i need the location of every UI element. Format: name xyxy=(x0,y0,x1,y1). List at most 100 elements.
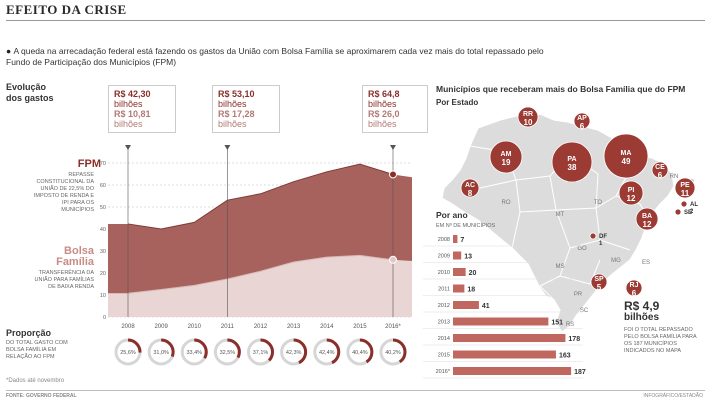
state-circle-ma xyxy=(603,133,649,179)
state-circle-al xyxy=(680,200,688,208)
callout-2011-fpm-unit: bilhões xyxy=(218,99,247,109)
callout-2011-bf-unit: bilhões xyxy=(218,119,247,129)
ytick-label: 40 xyxy=(100,227,106,233)
bar-2009 xyxy=(453,251,462,260)
credit-label: INFOGRÁFICO/ESTADÃO xyxy=(643,393,703,399)
state-count-df: 1 xyxy=(599,241,603,247)
proporcao-value: 37,1% xyxy=(253,350,269,356)
state-circle-am xyxy=(489,140,523,174)
state-name-pr: PR xyxy=(574,292,583,298)
state-count-ma: 49 xyxy=(622,157,631,166)
xtick-label: 2014 xyxy=(320,324,334,330)
proporcao-value: 40,2% xyxy=(385,350,401,356)
ytick-label: 70 xyxy=(100,161,106,167)
bolsa-description: TRANSFERÊNCIA DA UNIÃO PARA FAMÍLIAS DE … xyxy=(34,270,95,290)
state-count-rr: 10 xyxy=(524,118,533,127)
lead-paragraph: ● A queda na arrecadação federal está fa… xyxy=(6,46,544,67)
map-subtitle: Por Estado xyxy=(436,98,479,107)
state-count-rj: 6 xyxy=(632,289,637,298)
bar-category-label: 2011 xyxy=(438,287,450,293)
state-label-rr: RR xyxy=(523,111,533,118)
proporcao-gauge-fill xyxy=(147,338,175,366)
fpm-label: FPM xyxy=(77,158,101,170)
proporcao-gauge-fill xyxy=(213,338,241,366)
proporcao-value: 42,4% xyxy=(319,350,335,356)
state-circle-se xyxy=(674,208,682,216)
state-circle-ap xyxy=(573,112,591,130)
proporcao-value: 32,5% xyxy=(220,350,236,356)
bar-2014 xyxy=(453,334,566,342)
state-count-pe: 11 xyxy=(681,189,690,198)
proporcao-gauge-fill xyxy=(379,338,407,366)
section-title-line1: Evolução xyxy=(6,82,47,92)
bar-value-label: 187 xyxy=(574,369,586,376)
bar-2016* xyxy=(453,367,572,375)
proporcao-value: 25,6% xyxy=(120,350,136,356)
summary-unit: bilhões xyxy=(624,312,660,323)
proporcao-value: 33,4% xyxy=(186,350,202,356)
state-name-go: GO xyxy=(577,246,587,252)
state-name-rn: RN xyxy=(670,174,679,180)
bolsa-end-dot xyxy=(389,255,397,264)
proporcao-gauge-fill xyxy=(114,338,142,366)
state-name-mt: MT xyxy=(556,212,565,218)
callout-2008-fpm-unit: bilhões xyxy=(114,99,143,109)
title-divider xyxy=(6,20,705,21)
bar-value-label: 7 xyxy=(460,237,464,244)
callout-2016-bf-unit: bilhões xyxy=(368,119,397,129)
bar-value-label: 151 xyxy=(551,320,563,327)
state-count-sp: 5 xyxy=(597,283,602,292)
xtick-label: 2016* xyxy=(385,324,401,330)
bar-category-label: 2012 xyxy=(438,303,450,309)
fpm-line xyxy=(127,163,394,230)
proporcao-title: Proporção xyxy=(6,328,52,338)
proporcao-gauge-fill xyxy=(280,338,308,366)
xtick-label: 2008 xyxy=(121,324,135,330)
summary-box: R$ 4,9 bilhões FOI O TOTAL REPASSADO PEL… xyxy=(624,300,698,355)
state-count-pa: 38 xyxy=(568,163,577,172)
bar-category-label: 2008 xyxy=(438,237,450,243)
state-count-al: 2 xyxy=(690,209,694,215)
state-label-ap: AP xyxy=(577,115,587,122)
callout-pointer xyxy=(125,145,131,150)
xtick-label: 2010 xyxy=(188,324,202,330)
bar-value-label: 178 xyxy=(568,336,580,343)
proporcao-gauge-fill xyxy=(346,338,374,366)
brazil-map: ROMTTOGOMSMGESPRSCRSRNPB RR10AP6AM19PA38… xyxy=(441,106,698,333)
ytick-label: 10 xyxy=(100,293,106,299)
proporcao-value: 40,4% xyxy=(352,350,368,356)
bolsa-label-line1: Bolsa xyxy=(64,245,94,257)
bar-2011 xyxy=(453,284,465,293)
state-name-mg: MG xyxy=(611,258,621,264)
xtick-label: 2011 xyxy=(221,324,235,330)
state-count-ac: 8 xyxy=(468,189,473,198)
bar-value-label: 163 xyxy=(559,353,571,360)
state-label-df: DF xyxy=(599,234,607,240)
state-circle-ce xyxy=(651,161,669,179)
callout-2008-bf: R$ 10,81 xyxy=(114,109,151,119)
callout-2008-fpm: R$ 42,30 xyxy=(114,89,151,99)
fpm-description: REPASSE CONSTITUCIONAL DA UNIÃO DE 22,5%… xyxy=(33,172,94,213)
callout-2011-fpm: R$ 53,10 xyxy=(218,89,255,99)
state-circle-ac xyxy=(460,178,480,198)
map-state-labels: ROMTTOGOMSMGESPRSCRSRNPB xyxy=(502,174,695,328)
ytick-label: 60 xyxy=(100,183,106,189)
state-circle-ba xyxy=(635,207,659,231)
bolsa-label: Bolsa Família xyxy=(40,246,94,268)
state-label-am: AM xyxy=(501,151,512,158)
ytick-label: 20 xyxy=(100,271,106,277)
bar-category-label: 2016* xyxy=(436,369,451,375)
ytick-label: 0 xyxy=(103,315,106,321)
state-circle-df xyxy=(589,232,597,240)
state-label-ba: BA xyxy=(642,213,652,220)
lead-text: A queda na arrecadação federal está faze… xyxy=(6,46,544,67)
xtick-label: 2012 xyxy=(254,324,268,330)
callout-2016: R$ 64,8 bilhões R$ 26,0 bilhões xyxy=(362,85,428,133)
state-label-se: SE xyxy=(684,210,692,216)
bolsa-line xyxy=(127,254,394,294)
state-circle-pi xyxy=(618,180,644,206)
section-title-line2: dos gastos xyxy=(6,93,54,103)
summary-value: R$ 4,9 xyxy=(624,299,660,313)
footer-divider xyxy=(6,390,705,391)
